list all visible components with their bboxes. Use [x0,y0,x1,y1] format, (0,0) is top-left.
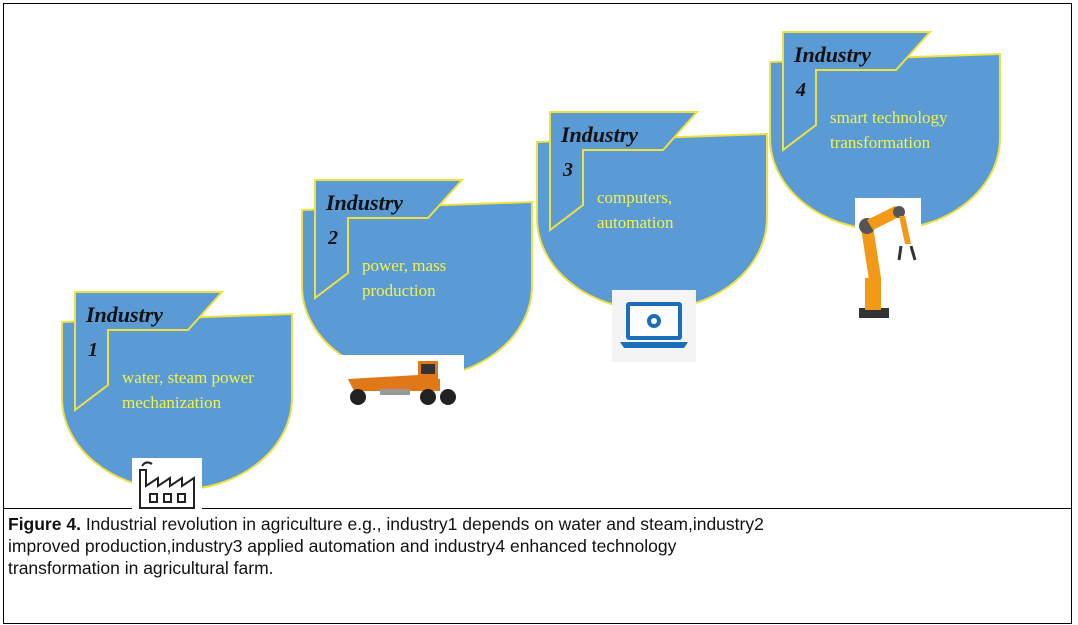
stage-number: 1 [88,339,98,361]
caption-line: Industrial revolution in agriculture e.g… [86,514,764,534]
stage-title: Industry [325,190,403,215]
stage: Industry 2 power, mass production [302,180,532,378]
stage-description: automation [597,213,674,232]
laptop-icon [612,290,696,362]
stage-title: Industry [793,42,871,67]
stage-number: 2 [327,227,338,249]
grader-icon [340,355,464,410]
stage-number: 3 [562,159,573,181]
stage-title: Industry [85,302,163,327]
figure-page: Industry 1 water, steam power mechanization… [0,0,1078,625]
stage-description: production [362,281,436,300]
stage-number: 4 [795,79,806,101]
caption-label: Figure 4. [8,514,81,534]
caption-line: transformation in agricultural farm. [8,558,274,578]
figure-caption: Figure 4. Industrial revolution in agric… [8,513,1068,579]
factory-icon [132,458,202,513]
stage-description: power, mass [362,256,446,275]
stage-description: mechanization [122,393,222,412]
caption-line: improved production,industry3 applied au… [8,536,676,556]
robot-arm-icon [855,198,921,323]
stage-title: Industry [560,122,638,147]
stage: Industry 3 computers, automation [537,112,767,310]
stage-description: water, steam power [122,368,254,387]
stage-description: smart technology [830,108,948,127]
stage-description: transformation [830,133,931,152]
stage-description: computers, [597,188,672,207]
